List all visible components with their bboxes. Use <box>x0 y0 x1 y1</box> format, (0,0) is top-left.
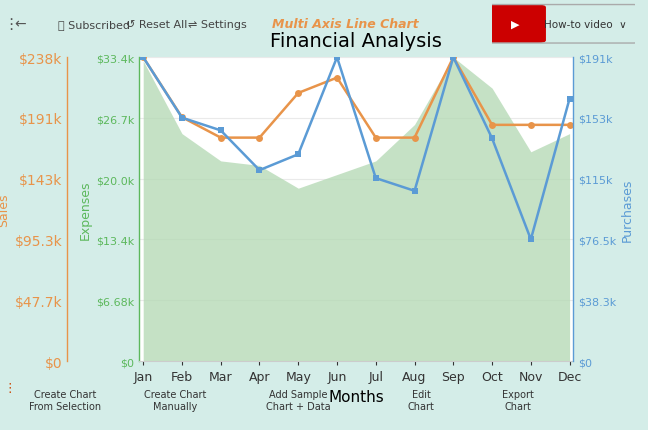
Text: ⇌ Settings: ⇌ Settings <box>188 20 247 30</box>
Text: ⋮: ⋮ <box>3 17 19 32</box>
Y-axis label: Sales: Sales <box>0 193 10 226</box>
Text: How-to video  ∨: How-to video ∨ <box>544 20 627 30</box>
Title: Financial Analysis: Financial Analysis <box>270 32 443 51</box>
Text: ←: ← <box>14 18 26 32</box>
Text: Multi Axis Line Chart: Multi Axis Line Chart <box>272 18 419 31</box>
FancyBboxPatch shape <box>485 6 545 43</box>
Text: ↺ Reset All: ↺ Reset All <box>126 20 188 30</box>
Text: Add Sample
Chart + Data: Add Sample Chart + Data <box>266 389 330 411</box>
Text: Create Chart
From Selection: Create Chart From Selection <box>29 389 101 411</box>
Text: Edit
Chart: Edit Chart <box>408 389 435 411</box>
Text: Ⓢ Subscribed: Ⓢ Subscribed <box>58 20 130 30</box>
X-axis label: Months: Months <box>329 389 384 404</box>
Y-axis label: Expenses: Expenses <box>79 180 92 240</box>
Text: Create Chart
Manually: Create Chart Manually <box>144 389 206 411</box>
Text: ⋮: ⋮ <box>3 381 16 394</box>
Y-axis label: Purchases: Purchases <box>621 178 634 241</box>
Text: Export
Chart: Export Chart <box>502 389 535 411</box>
Text: ▶: ▶ <box>511 20 520 30</box>
